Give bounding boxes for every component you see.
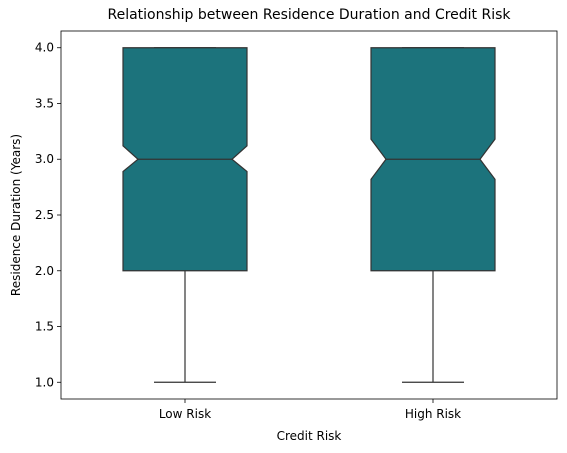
chart-title: Relationship between Residence Duration … [107,7,511,23]
y-tick-label: 3.5 [35,96,54,110]
x-axis: Low Risk High Risk [159,399,461,421]
y-tick-label: 4.0 [35,41,54,55]
y-tick-label: 1.5 [35,320,54,334]
y-tick-label: 2.5 [35,208,54,222]
boxes-layer [122,47,496,383]
x-tick-label: Low Risk [159,407,211,421]
x-axis-label: Credit Risk [277,429,342,443]
y-tick-label: 2.0 [35,264,54,278]
y-axis: 1.0 1.5 2.0 2.5 3.0 3.5 4.0 [35,41,61,389]
x-tick-label: High Risk [405,407,461,421]
y-tick-label: 1.0 [35,375,54,389]
y-tick-label: 3.0 [35,152,54,166]
y-axis-label: Residence Duration (Years) [9,134,23,296]
